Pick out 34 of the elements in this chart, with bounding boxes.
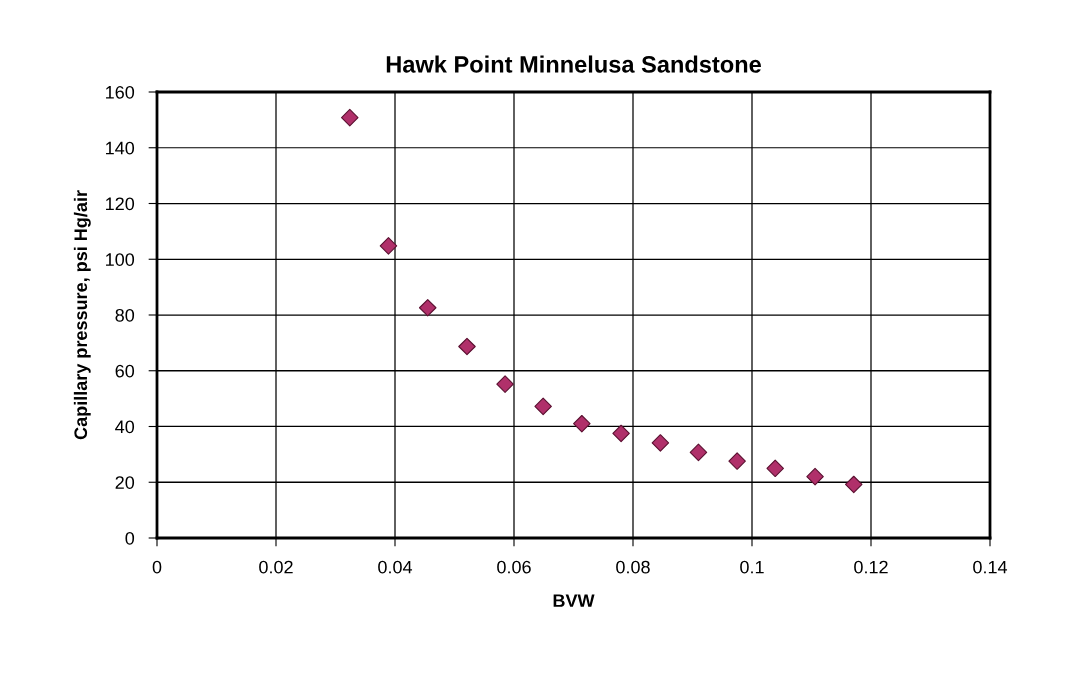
x-tick-label: 0.1	[740, 560, 764, 574]
x-tick-label: 0.06	[497, 560, 531, 574]
y-tick-label: 20	[115, 476, 135, 489]
x-tick-label: 0.04	[378, 560, 413, 574]
x-axis-title: BVW	[553, 594, 595, 607]
point	[844, 475, 863, 494]
point	[728, 452, 746, 470]
point	[534, 397, 552, 416]
y-tick-label: 60	[115, 364, 135, 378]
y-tick-label: 40	[115, 420, 135, 434]
point	[379, 237, 398, 255]
point	[651, 434, 670, 452]
y-axis-title: Capillary pressure, psi Hg/air	[73, 190, 91, 440]
y-tick-label: 140	[106, 141, 135, 155]
y-tick-label: 120	[106, 197, 135, 211]
y-tick-label: 80	[115, 308, 135, 322]
point	[689, 443, 708, 462]
y-tick-label: 160	[106, 85, 135, 99]
x-tick-label: 0.02	[259, 560, 293, 574]
point	[806, 467, 824, 486]
point	[612, 424, 630, 443]
y-tick-label: 0	[125, 531, 135, 545]
x-tick-label: 0.08	[616, 560, 650, 574]
x-tick-label: 0.12	[854, 560, 888, 574]
point	[418, 298, 437, 317]
point	[766, 459, 784, 478]
y-tick-label: 100	[106, 253, 135, 266]
point	[496, 375, 514, 393]
x-tick-label: 0	[152, 560, 162, 574]
chart-title: Hawk Point Minnelusa Sandstone	[386, 55, 761, 73]
point	[573, 414, 591, 433]
x-tick-label: 0.14	[973, 560, 1008, 574]
point	[458, 337, 476, 356]
point	[341, 108, 359, 127]
